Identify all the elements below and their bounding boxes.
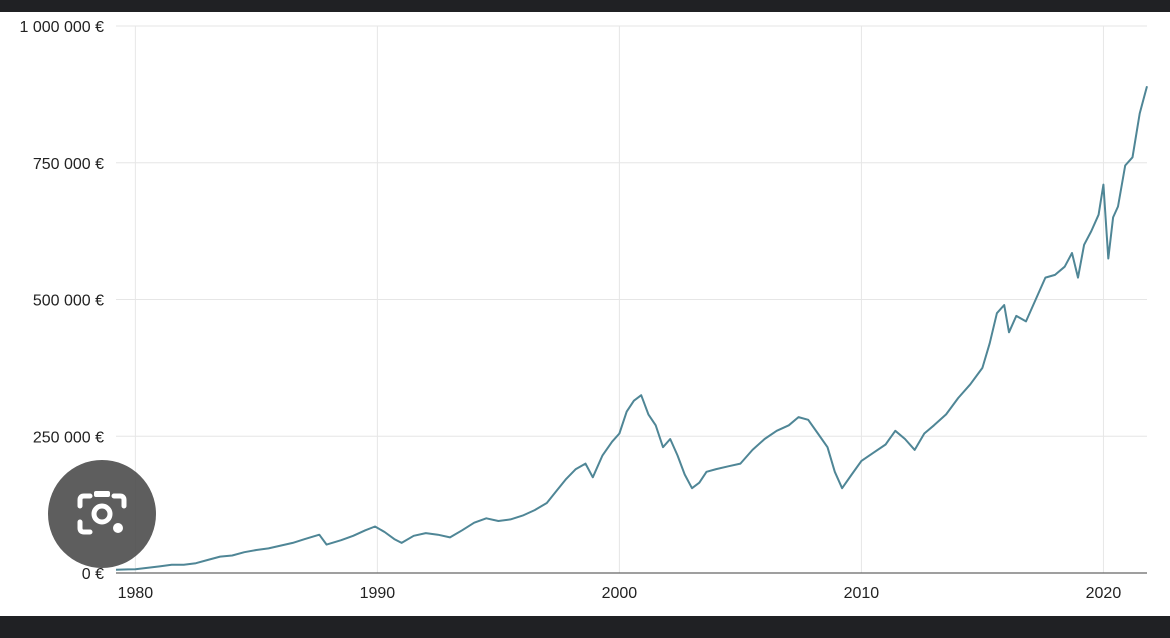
x-tick-label: 2000 bbox=[602, 585, 638, 602]
y-tick-label: 750 000 € bbox=[33, 156, 104, 173]
camera-lens-icon bbox=[77, 491, 127, 535]
y-tick-label: 250 000 € bbox=[33, 429, 104, 446]
x-tick-label: 1990 bbox=[360, 585, 396, 602]
y-tick-label: 0 € bbox=[82, 566, 104, 583]
x-tick-label: 2010 bbox=[844, 585, 880, 602]
y-tick-label: 1 000 000 € bbox=[19, 19, 104, 36]
series-line bbox=[115, 85, 1148, 571]
y-grid-lines bbox=[116, 25, 1147, 437]
x-grid-lines bbox=[134, 26, 1104, 573]
visual-search-button[interactable] bbox=[48, 460, 156, 568]
line-chart: 0 € 250 000 € 500 000 € 750 000 € 1 000 000 … bbox=[19, 19, 1148, 602]
x-tick-label: 2020 bbox=[1086, 585, 1122, 602]
x-tick-label: 1980 bbox=[118, 585, 154, 602]
chart-panel: 0 € 250 000 € 500 000 € 750 000 € 1 000 000 … bbox=[0, 12, 1170, 616]
y-axis-tick-labels: 0 € 250 000 € 500 000 € 750 000 € 1 000 000 … bbox=[19, 19, 104, 583]
y-tick-label: 500 000 € bbox=[33, 293, 104, 310]
x-axis-tick-labels: 1980 1990 2000 2010 2020 bbox=[118, 585, 1122, 602]
